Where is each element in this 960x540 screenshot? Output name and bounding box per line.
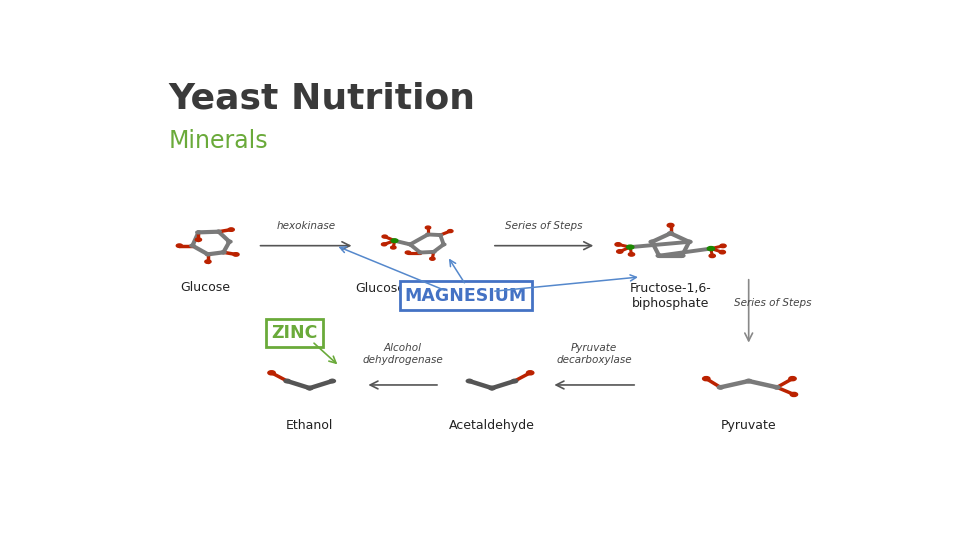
Circle shape [720, 244, 726, 248]
Text: ZINC: ZINC [272, 324, 318, 342]
Text: Series of Steps: Series of Steps [505, 221, 583, 231]
Circle shape [774, 386, 780, 389]
Circle shape [405, 251, 411, 254]
Text: Series of Steps: Series of Steps [734, 298, 812, 308]
Circle shape [526, 371, 534, 375]
Circle shape [284, 379, 290, 383]
Circle shape [381, 243, 387, 246]
Circle shape [438, 234, 443, 237]
Circle shape [616, 249, 623, 253]
Circle shape [686, 240, 692, 244]
Text: Alcohol
dehydrogenase: Alcohol dehydrogenase [362, 343, 444, 365]
Circle shape [629, 253, 635, 256]
Circle shape [177, 244, 182, 247]
Text: hexokinase: hexokinase [276, 221, 336, 231]
Circle shape [196, 231, 201, 234]
Circle shape [205, 253, 210, 256]
Circle shape [442, 243, 445, 246]
Circle shape [216, 230, 221, 233]
Circle shape [233, 253, 239, 256]
Circle shape [431, 251, 436, 253]
Circle shape [425, 226, 431, 229]
Circle shape [382, 235, 388, 238]
Circle shape [657, 254, 662, 257]
Circle shape [719, 251, 726, 254]
Circle shape [221, 251, 226, 254]
Circle shape [789, 376, 796, 381]
Circle shape [790, 393, 798, 396]
Circle shape [447, 230, 453, 233]
Circle shape [717, 386, 724, 389]
Circle shape [430, 257, 435, 260]
Circle shape [615, 242, 621, 246]
Circle shape [329, 379, 335, 383]
Circle shape [649, 240, 655, 244]
Circle shape [708, 247, 714, 251]
Circle shape [703, 376, 710, 381]
Text: Glucose-6-phosphate: Glucose-6-phosphate [355, 282, 488, 295]
Text: Yeast Nutrition: Yeast Nutrition [168, 82, 475, 116]
Text: Glucose: Glucose [180, 281, 230, 294]
Circle shape [467, 379, 472, 383]
Circle shape [268, 371, 276, 375]
Text: MAGNESIUM: MAGNESIUM [405, 287, 527, 305]
Circle shape [227, 240, 232, 243]
Text: Pyruvate
decarboxylase: Pyruvate decarboxylase [556, 343, 632, 365]
Text: Minerals: Minerals [168, 129, 268, 153]
Text: Pyruvate: Pyruvate [721, 419, 777, 432]
Circle shape [306, 387, 313, 390]
Circle shape [195, 238, 202, 241]
Circle shape [627, 245, 634, 249]
Circle shape [668, 232, 673, 235]
Circle shape [746, 379, 752, 383]
Circle shape [489, 387, 495, 390]
Circle shape [426, 233, 430, 235]
Circle shape [679, 254, 684, 257]
Circle shape [391, 246, 396, 249]
Circle shape [190, 244, 195, 247]
Text: Ethanol: Ethanol [286, 419, 333, 432]
Circle shape [418, 251, 422, 254]
Text: Fructose-1,6-
biphosphate: Fructose-1,6- biphosphate [630, 282, 711, 310]
Circle shape [709, 254, 715, 258]
Circle shape [512, 379, 517, 383]
Circle shape [204, 260, 211, 264]
Circle shape [228, 228, 234, 231]
Circle shape [391, 239, 397, 242]
Circle shape [667, 224, 674, 227]
Circle shape [408, 243, 413, 246]
Text: Acetaldehyde: Acetaldehyde [449, 419, 535, 432]
